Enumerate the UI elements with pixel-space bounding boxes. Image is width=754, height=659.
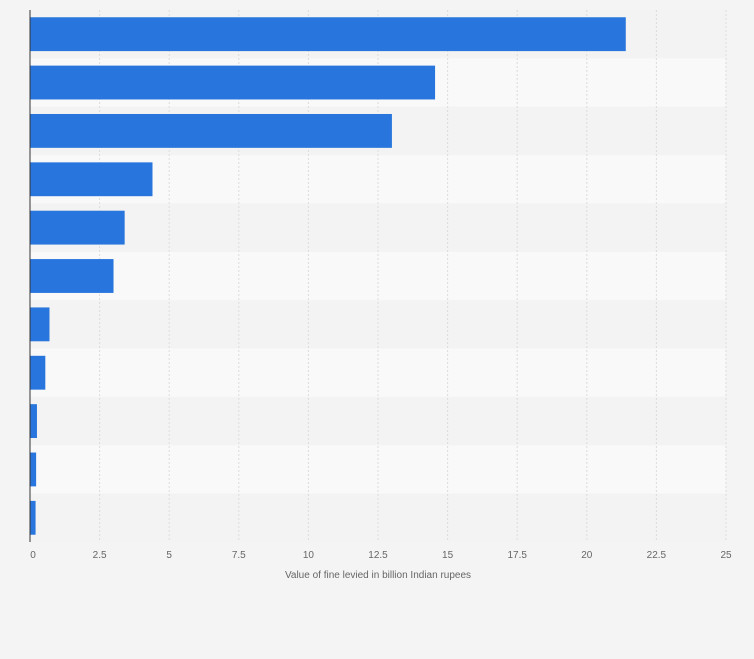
bar[interactable] bbox=[30, 113, 392, 148]
x-tick-label: 7.5 bbox=[232, 550, 246, 561]
x-tick-label: 0 bbox=[30, 550, 36, 561]
bar[interactable] bbox=[30, 355, 46, 390]
x-axis-title: Value of fine levied in billion Indian r… bbox=[285, 570, 471, 581]
x-tick-label: 20 bbox=[581, 550, 593, 561]
row-band bbox=[30, 300, 726, 349]
x-tick-label: 5 bbox=[166, 550, 172, 561]
bar[interactable] bbox=[30, 307, 50, 342]
bar[interactable] bbox=[30, 210, 125, 245]
bar[interactable] bbox=[30, 404, 37, 439]
bar[interactable] bbox=[30, 452, 37, 487]
row-band bbox=[30, 348, 726, 397]
x-tick-label: 25 bbox=[720, 550, 732, 561]
bar[interactable] bbox=[30, 17, 626, 52]
x-tick-label: 12.5 bbox=[368, 550, 388, 561]
x-axis-ticks: 0 2.5 5 7.5 10 12.5 15 17.5 20 22.5 25 bbox=[30, 550, 732, 561]
x-tick-label: 22.5 bbox=[647, 550, 667, 561]
x-tick-label: 10 bbox=[303, 550, 315, 561]
bar[interactable] bbox=[30, 500, 36, 535]
x-tick-label: 17.5 bbox=[507, 550, 527, 561]
x-tick-label: 15 bbox=[442, 550, 454, 561]
row-band bbox=[30, 493, 726, 542]
row-band bbox=[30, 396, 726, 446]
bars bbox=[30, 17, 626, 535]
bar[interactable] bbox=[30, 259, 114, 293]
row-band bbox=[30, 445, 726, 494]
x-tick-label: 2.5 bbox=[93, 550, 107, 561]
bar[interactable] bbox=[30, 65, 436, 100]
bar[interactable] bbox=[30, 162, 153, 197]
